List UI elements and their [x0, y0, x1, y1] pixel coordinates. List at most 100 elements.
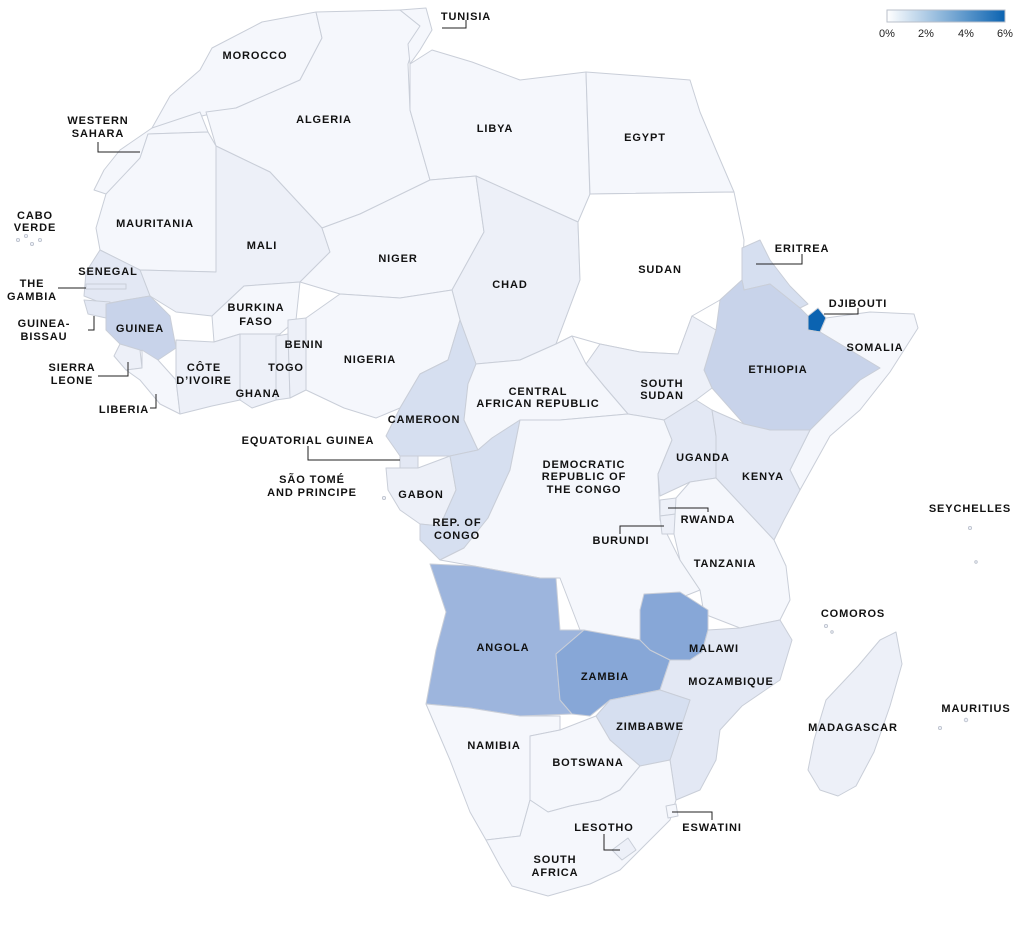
- country-layer: [83, 7, 919, 897]
- label-mauritius: MAURITIUS: [941, 703, 1010, 715]
- leader-eswatini: [672, 811, 713, 820]
- label-rwanda: RWANDA: [681, 514, 736, 526]
- country-liberia[interactable]: [125, 349, 181, 415]
- leader-guinea-bissau: [88, 316, 95, 331]
- label-morocco: MOROCCO: [223, 50, 288, 62]
- sao-tome-island: [381, 495, 386, 500]
- label-sudan: SUDAN: [638, 264, 682, 276]
- label-drc-2: REPUBLIC OF: [542, 471, 626, 483]
- label-western-sahara-1: WESTERN: [67, 115, 128, 127]
- leader-eritrea: [756, 254, 803, 265]
- label-gabon: GABON: [398, 489, 443, 501]
- country-south-africa[interactable]: [485, 759, 677, 897]
- label-tunisia: TUNISIA: [441, 11, 491, 23]
- label-cape-verde-2: VERDE: [14, 222, 56, 234]
- label-uganda: UGANDA: [676, 452, 730, 464]
- seychelles-island: [968, 526, 973, 531]
- label-egypt: EGYPT: [624, 132, 666, 144]
- country-equatorial-guinea[interactable]: [399, 455, 419, 469]
- label-lesotho: LESOTHO: [574, 822, 633, 834]
- country-rwanda[interactable]: [659, 497, 677, 517]
- label-cape-verde-1: CABO: [17, 210, 53, 222]
- cape-verde-island: [29, 241, 34, 246]
- label-mali: MALI: [247, 240, 277, 252]
- label-sierra-leone-2: LEONE: [51, 375, 93, 387]
- label-drc-3: THE CONGO: [547, 484, 622, 496]
- leader-sierra-leone: [98, 362, 129, 377]
- label-cote-divoire-1: CÔTE: [187, 361, 221, 374]
- label-drc-1: DEMOCRATIC: [543, 459, 626, 471]
- leader-liberia: [150, 394, 157, 409]
- label-niger: NIGER: [378, 253, 417, 265]
- label-somalia: SOMALIA: [846, 342, 903, 354]
- label-cameroon: CAMEROON: [388, 414, 461, 426]
- country-guinea[interactable]: [105, 295, 177, 361]
- legend-tick-2: 2%: [918, 28, 934, 40]
- legend-tick-4: 4%: [958, 28, 974, 40]
- label-eswatini: ESWATINI: [682, 822, 742, 834]
- label-senegal: SENEGAL: [78, 266, 137, 278]
- label-burundi: BURUNDI: [592, 535, 649, 547]
- legend-tick-0: 0%: [879, 28, 895, 40]
- label-cote-divoire-2: D’IVOIRE: [176, 375, 232, 387]
- country-ghana[interactable]: [239, 333, 281, 409]
- comoros-island: [830, 630, 834, 634]
- leader-lesotho: [603, 834, 620, 851]
- country-kenya[interactable]: [711, 409, 811, 541]
- island-markers: [15, 233, 978, 731]
- mauritius-island: [963, 717, 969, 723]
- country-tunisia[interactable]: [399, 7, 433, 65]
- label-ethiopia: ETHIOPIA: [748, 364, 807, 376]
- country-eswatini[interactable]: [665, 803, 679, 819]
- label-togo: TOGO: [268, 362, 304, 374]
- country-gambia[interactable]: [85, 283, 127, 290]
- legend-gradient-bar: [886, 9, 1006, 23]
- legend-tick-6: 6%: [997, 28, 1013, 40]
- label-sierra-leone-1: SIERRA: [49, 362, 96, 374]
- leader-djibouti: [824, 308, 859, 315]
- label-comoros: COMOROS: [821, 608, 885, 620]
- label-benin: BENIN: [285, 339, 324, 351]
- label-libya: LIBYA: [477, 123, 514, 135]
- comoros-island: [824, 624, 829, 629]
- label-south-africa-2: AFRICA: [532, 867, 579, 879]
- label-rep-congo-1: REP. OF: [433, 517, 482, 529]
- label-gambia-1: THE: [20, 278, 45, 290]
- country-mauritania[interactable]: [95, 131, 217, 273]
- label-western-sahara-2: SAHARA: [72, 128, 124, 140]
- color-legend: 0% 2% 4% 6%: [879, 9, 1013, 40]
- label-nigeria: NIGERIA: [344, 354, 396, 366]
- label-seychelles: SEYCHELLES: [929, 503, 1011, 515]
- label-south-africa-1: SOUTH: [534, 854, 577, 866]
- country-lesotho[interactable]: [611, 837, 637, 861]
- label-zimbabwe: ZIMBABWE: [616, 721, 684, 733]
- label-djibouti: DJIBOUTI: [829, 298, 888, 310]
- label-namibia: NAMIBIA: [467, 740, 520, 752]
- label-malawi: MALAWI: [689, 643, 739, 655]
- seychelles-island: [974, 560, 978, 564]
- label-kenya: KENYA: [742, 471, 784, 483]
- label-guinea-bissau-1: GUINEA-: [18, 318, 71, 330]
- label-mauritania: MAURITANIA: [116, 218, 194, 230]
- country-cote-divoire[interactable]: [175, 333, 241, 415]
- label-zambia: ZAMBIA: [581, 671, 629, 683]
- label-burkina-faso-2: FASO: [239, 316, 273, 328]
- cape-verde-island: [23, 233, 28, 238]
- label-gambia-2: GAMBIA: [7, 291, 57, 303]
- reunion-island: [938, 726, 943, 731]
- leader-burundi: [619, 525, 664, 534]
- label-south-sudan-2: SUDAN: [640, 390, 684, 402]
- country-benin[interactable]: [287, 317, 307, 399]
- label-mozambique: MOZAMBIQUE: [688, 676, 773, 688]
- country-burundi[interactable]: [659, 513, 677, 535]
- label-sao-tome-1: SÃO TOMÉ: [279, 473, 345, 486]
- label-car-1: CENTRAL: [509, 386, 568, 398]
- label-madagascar: MADAGASCAR: [808, 722, 898, 734]
- leader-western-sahara: [97, 142, 140, 153]
- label-burkina-faso-1: BURKINA: [227, 302, 284, 314]
- country-madagascar[interactable]: [807, 631, 903, 797]
- leader-tunisia: [442, 20, 467, 29]
- country-labels: TUNISIA MOROCCO ALGERIA LIBYA EGYPT WEST…: [7, 11, 1011, 879]
- label-south-sudan-1: SOUTH: [641, 378, 684, 390]
